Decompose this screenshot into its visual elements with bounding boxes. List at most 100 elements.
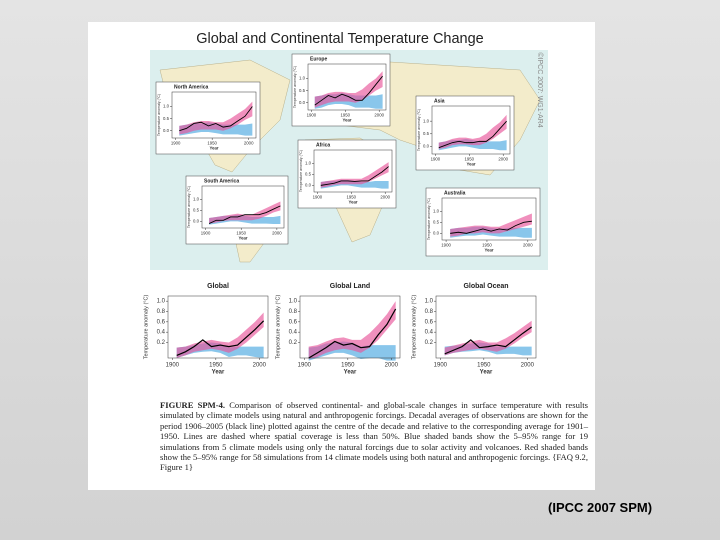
panel-title: Asia (434, 98, 445, 104)
plot-frame (307, 63, 387, 111)
side-note: ©IPCC 2007: WG1-AR4 (536, 52, 544, 127)
x-tick-label: 1900 (313, 194, 323, 199)
x-tick-label: 1950 (482, 242, 492, 247)
x-axis-label: Year (212, 370, 225, 376)
y-tick-label: 0.0 (433, 231, 440, 236)
y-tick-label: 0.4 (157, 330, 166, 336)
panel-title: Global (207, 283, 229, 290)
y-axis-label: Temperature anomaly (°C) (187, 186, 191, 228)
panel-title: South America (204, 178, 239, 184)
observed-line (308, 308, 397, 359)
x-tick-label: 2000 (498, 156, 508, 161)
y-tick-label: 0.5 (305, 171, 312, 176)
plot-frame (441, 197, 537, 241)
observed-line (179, 106, 253, 132)
figure-caption: FIGURE SPM-4. Comparison of observed con… (160, 400, 588, 473)
observed-line (314, 75, 383, 106)
y-tick-label: 0.5 (433, 219, 440, 224)
x-tick-label: 2000 (385, 363, 399, 369)
y-axis-label: Temperature anomaly (°C) (143, 295, 149, 360)
x-tick-label: 2000 (523, 242, 533, 247)
model-band (209, 201, 281, 224)
y-tick-label: 0.5 (299, 88, 306, 93)
y-tick-label: 0.4 (425, 330, 434, 336)
model-band (450, 213, 532, 237)
x-tick-label: 1950 (341, 363, 355, 369)
panel-title: Global Ocean (463, 283, 508, 290)
x-axis-label: Year (344, 370, 357, 376)
x-tick-label: 1950 (347, 194, 357, 199)
y-tick-label: 1.0 (305, 160, 312, 165)
y-axis-label: Temperature anomaly (°C) (427, 198, 431, 240)
x-tick-label: 1950 (477, 363, 491, 369)
x-tick-label: 1900 (434, 363, 448, 369)
plot-frame (201, 185, 285, 229)
y-tick-label: 0.5 (163, 116, 170, 121)
y-tick-label: 0.0 (299, 100, 306, 105)
x-axis-label: Year (484, 248, 493, 253)
x-tick-label: 2000 (521, 363, 535, 369)
y-tick-label: 0.2 (425, 340, 434, 346)
y-axis-label: Temperature anomaly (°C) (417, 109, 421, 151)
y-tick-label: 0.5 (193, 207, 200, 212)
plot-frame (299, 295, 401, 359)
y-tick-label: 0.5 (423, 131, 430, 136)
figure-title: Global and Continental Temperature Chang… (196, 31, 484, 47)
x-tick-label: 1900 (171, 140, 181, 145)
x-tick-label: 2000 (374, 112, 384, 117)
y-tick-label: 1.0 (299, 76, 306, 81)
x-tick-label: 1950 (465, 156, 475, 161)
y-axis-label: Temperature anomaly (°C) (299, 150, 303, 192)
observed-line (208, 205, 281, 224)
plot-frame (167, 295, 269, 359)
y-tick-label: 1.0 (433, 208, 440, 213)
y-tick-label: 1.0 (193, 196, 200, 201)
y-tick-label: 0.6 (157, 319, 166, 325)
observed-line (450, 220, 532, 234)
y-axis-label: Temperature anomaly (°C) (411, 295, 417, 360)
x-tick-label: 1900 (307, 112, 317, 117)
x-axis-label: Year (238, 236, 247, 241)
plot-frame (313, 149, 393, 193)
y-tick-label: 1.0 (425, 299, 434, 305)
y-tick-label: 0.0 (163, 128, 170, 133)
x-tick-label: 1900 (441, 242, 451, 247)
plot-frame (431, 105, 511, 155)
x-tick-label: 1900 (201, 230, 211, 235)
x-tick-label: 2000 (380, 194, 390, 199)
model-band (176, 312, 264, 358)
observed-line (176, 320, 265, 356)
panel-title: Europe (310, 56, 327, 62)
x-axis-label: Year (466, 162, 475, 167)
y-tick-label: 1.0 (163, 104, 170, 109)
y-tick-label: 1.0 (423, 118, 430, 123)
y-axis-label: Temperature anomaly (°C) (275, 295, 281, 360)
observed-line (444, 326, 533, 355)
y-tick-label: 0.2 (157, 340, 166, 346)
y-tick-label: 0.0 (423, 144, 430, 149)
panel-title: Global Land (330, 283, 370, 290)
model-band (438, 114, 507, 149)
y-tick-label: 0.6 (289, 319, 298, 325)
x-tick-label: 1900 (166, 363, 180, 369)
x-tick-label: 1950 (207, 140, 217, 145)
x-tick-label: 2000 (272, 230, 282, 235)
y-tick-label: 0.8 (157, 309, 166, 315)
panel-title: Australia (444, 190, 466, 196)
observed-line (320, 166, 389, 186)
x-tick-label: 1900 (431, 156, 441, 161)
caption-text: Comparison of observed continental- and … (160, 400, 588, 473)
y-tick-label: 0.0 (305, 183, 312, 188)
observed-line (438, 120, 507, 149)
model-band (444, 320, 532, 356)
x-tick-label: 1950 (341, 112, 351, 117)
y-tick-label: 1.0 (157, 299, 166, 305)
y-tick-label: 0.4 (289, 330, 298, 336)
slide-caption: (IPCC 2007 SPM) (548, 500, 653, 515)
y-tick-label: 0.2 (289, 340, 298, 346)
plot-frame (435, 295, 537, 359)
x-axis-label: Year (480, 370, 493, 376)
panel-title: North America (174, 84, 208, 90)
y-tick-label: 0.6 (425, 319, 434, 325)
